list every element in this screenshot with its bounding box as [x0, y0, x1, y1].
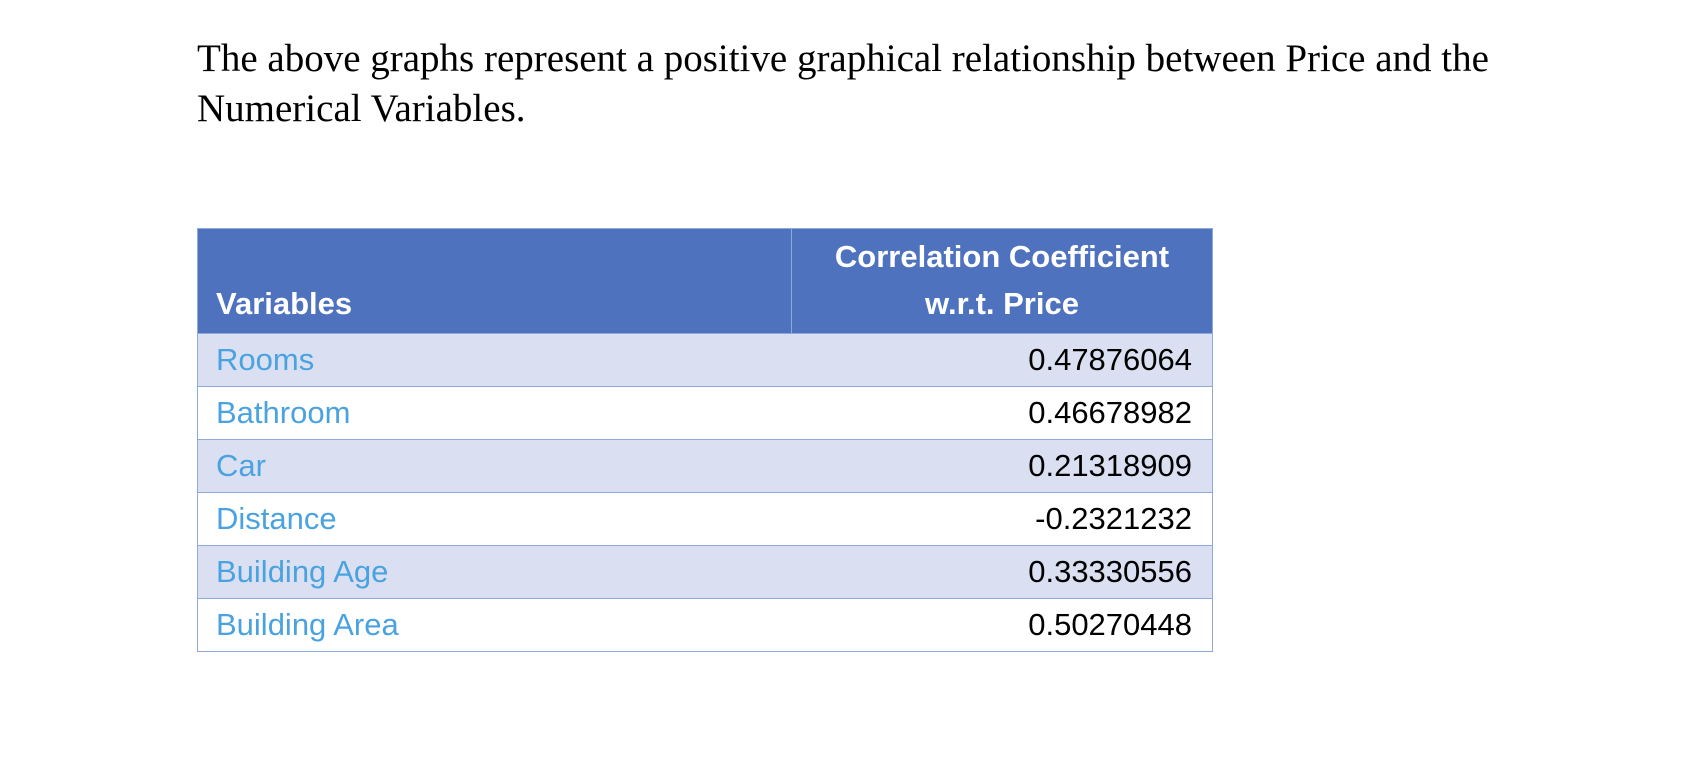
table-header: Variables Correlation Coefficient w.r.t.…	[197, 228, 1213, 334]
value-cell: 0.33330556	[791, 545, 1213, 599]
table-body: Rooms 0.47876064 Bathroom 0.46678982 Car 0.21…	[197, 333, 1213, 652]
table-row: Distance -0.2321232	[197, 492, 1213, 546]
value-cell: 0.50270448	[791, 598, 1213, 652]
table-row: Building Age 0.33330556	[197, 545, 1213, 599]
table-row: Bathroom 0.46678982	[197, 386, 1213, 440]
paragraph: The above graphs represent a positive gr…	[197, 37, 1489, 130]
correlation-table: Variables Correlation Coefficient w.r.t.…	[197, 228, 1213, 652]
table-row: Car 0.21318909	[197, 439, 1213, 493]
variable-cell: Building Age	[197, 545, 792, 599]
variable-cell: Car	[197, 439, 792, 493]
value-cell: 0.46678982	[791, 386, 1213, 440]
value-cell: 0.47876064	[791, 333, 1213, 387]
table-row: Rooms 0.47876064	[197, 333, 1213, 387]
value-cell: -0.2321232	[791, 492, 1213, 546]
variable-cell: Rooms	[197, 333, 792, 387]
variable-cell: Building Area	[197, 598, 792, 652]
table-row: Building Area 0.50270448	[197, 598, 1213, 652]
header-row: Variables Correlation Coefficient w.r.t.…	[197, 228, 1213, 334]
header-cell: Correlation Coefficient w.r.t. Price	[791, 228, 1213, 334]
value-cell: 0.21318909	[791, 439, 1213, 493]
header-cell: Variables	[197, 228, 792, 334]
variable-cell: Bathroom	[197, 386, 792, 440]
variable-cell: Distance	[197, 492, 792, 546]
